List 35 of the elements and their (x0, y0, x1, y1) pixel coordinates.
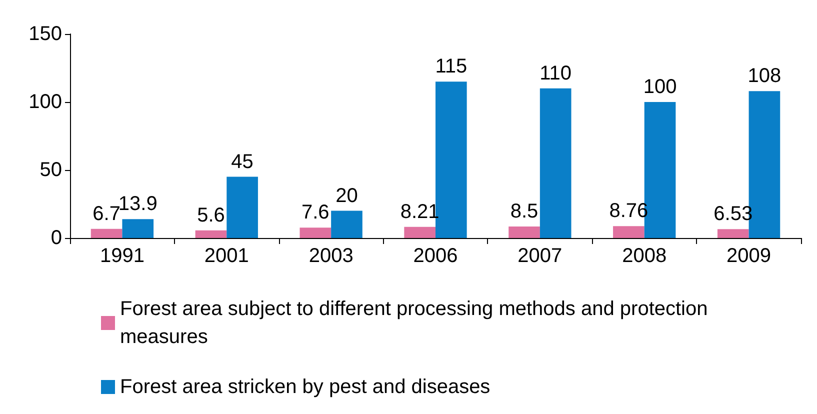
x-tick-label: 2009 (726, 245, 772, 267)
x-tick-label: 1991 (100, 245, 144, 267)
bar (122, 219, 154, 238)
data-label: 6.7 (92, 202, 120, 225)
bar (613, 226, 644, 238)
data-label: 13.9 (118, 193, 158, 216)
bar (195, 230, 227, 238)
bar (508, 226, 540, 238)
x-tick-label: 2008 (622, 245, 667, 267)
x-tick-label: 2003 (308, 245, 354, 267)
data-label: 115 (435, 56, 468, 78)
bar (90, 228, 122, 238)
x-tick-label: 2001 (204, 245, 249, 267)
data-label: 100 (643, 76, 677, 98)
legend-label: Forest area subject to different processing methods and protection measures (120, 298, 714, 348)
bar (717, 229, 749, 238)
data-label: 7.6 (302, 202, 330, 224)
x-tick-label: 2007 (518, 245, 562, 267)
data-label: 8.5 (510, 200, 538, 222)
data-label: 5.6 (197, 204, 225, 226)
y-tick-label: 100 (28, 91, 62, 113)
y-tick-label: 0 (50, 227, 62, 249)
bar (226, 176, 258, 238)
legend-label: Forest area stricken by pest and diseases (120, 376, 490, 398)
bar (540, 88, 572, 238)
bar (300, 228, 332, 238)
y-tick-label: 50 (40, 159, 62, 181)
x-tick-label: 2006 (413, 245, 458, 267)
bar (404, 226, 436, 238)
data-label: 45 (231, 150, 254, 173)
y-tick-label: 150 (28, 23, 62, 45)
data-label: 110 (540, 62, 572, 84)
bar (331, 210, 362, 238)
data-label: 108 (748, 65, 782, 88)
data-label: 20 (336, 184, 358, 207)
